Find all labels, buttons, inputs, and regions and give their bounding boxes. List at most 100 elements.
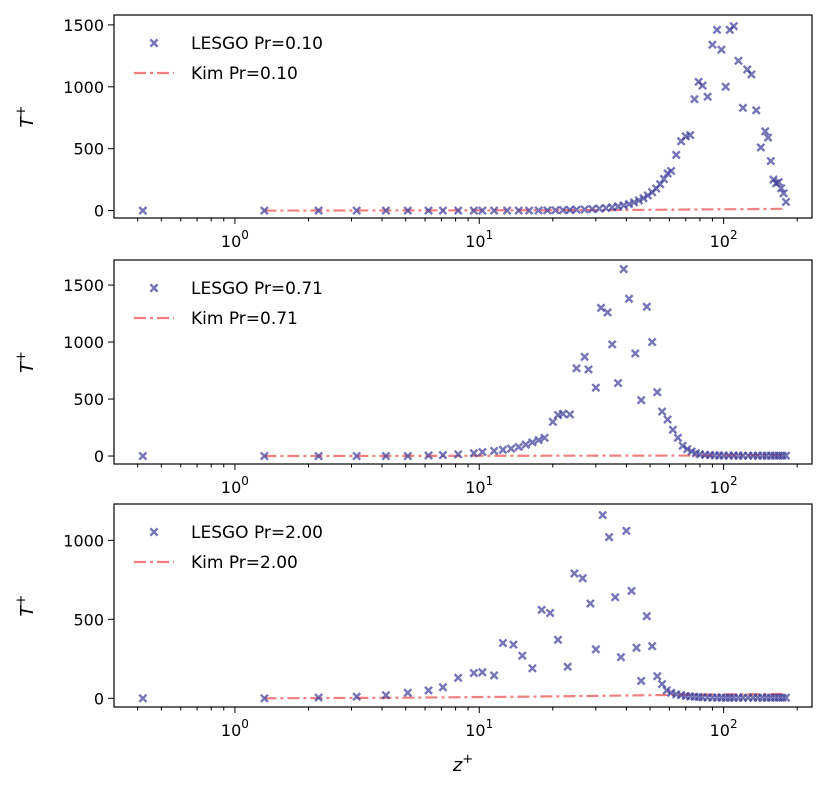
y-tick-label: 0 — [94, 447, 104, 466]
data-point-lesgo — [652, 671, 662, 681]
data-point-lesgo — [779, 188, 789, 198]
data-point-lesgo — [698, 81, 708, 91]
y-axis-label: T+ — [14, 595, 38, 617]
data-point-lesgo — [502, 206, 512, 216]
data-point-lesgo — [352, 451, 362, 461]
y-tick-label: 0 — [94, 689, 104, 708]
data-point-lesgo — [259, 451, 269, 461]
x-tick-label-base: 10 — [710, 721, 730, 740]
data-point-lesgo — [666, 166, 676, 176]
y-tick-label: 500 — [73, 610, 104, 629]
x-tick-label-base: 10 — [710, 232, 730, 251]
data-point-lesgo — [514, 442, 524, 452]
data-point-lesgo — [781, 451, 791, 461]
data-point-lesgo — [477, 667, 487, 677]
data-point-lesgo — [517, 651, 527, 661]
data-point-lesgo — [259, 206, 269, 216]
data-point-lesgo — [352, 206, 362, 216]
data-point-lesgo — [489, 670, 499, 680]
data-point-lesgo — [747, 69, 756, 79]
x-tick-label-exponent: 0 — [241, 717, 249, 731]
legend-label-kim: Kim Pr=2.00 — [191, 553, 298, 573]
x-axis-label: z+ — [452, 752, 473, 776]
data-point-lesgo — [381, 206, 391, 216]
data-point-lesgo — [381, 451, 391, 461]
data-point-lesgo — [610, 592, 620, 602]
data-point-lesgo — [563, 662, 573, 672]
x-axis-label-base: z — [452, 755, 463, 776]
x-tick-label-exponent: 2 — [730, 717, 738, 731]
x-tick-label: 102 — [710, 474, 738, 497]
x-tick-label: 101 — [465, 228, 493, 251]
x-tick-label: 100 — [221, 474, 249, 497]
data-point-lesgo — [673, 433, 683, 443]
data-point-lesgo — [438, 450, 448, 460]
data-point-lesgo — [763, 133, 773, 142]
x-tick-label: 101 — [465, 717, 493, 740]
series-line-kim — [264, 207, 787, 212]
x-tick-label-base: 10 — [710, 478, 730, 497]
data-point-lesgo — [621, 526, 631, 536]
data-point-lesgo — [548, 417, 558, 427]
data-point-lesgo — [781, 197, 791, 207]
data-point-lesgo — [521, 440, 531, 450]
data-point-lesgo — [760, 126, 770, 136]
data-point-lesgo — [314, 451, 324, 461]
data-point-lesgo — [647, 337, 657, 347]
data-point-lesgo — [685, 130, 695, 140]
legend-label-lesgo: LESGO Pr=0.10 — [191, 34, 323, 54]
data-point-lesgo — [580, 352, 590, 362]
data-point-lesgo — [545, 608, 555, 618]
x-tick-label: 100 — [221, 228, 249, 251]
data-point-lesgo — [707, 40, 717, 50]
data-point-lesgo — [469, 668, 479, 678]
data-point-lesgo — [438, 682, 448, 692]
data-point-lesgo — [624, 294, 634, 304]
data-point-lesgo — [138, 693, 148, 703]
y-axis-label-base: T — [17, 114, 38, 127]
x-tick-label-base: 10 — [465, 721, 485, 740]
data-point-lesgo — [584, 364, 593, 374]
x-tick-label: 102 — [710, 717, 738, 740]
data-point-lesgo — [774, 177, 784, 187]
data-point-lesgo — [540, 433, 549, 443]
y-tick-label: 1000 — [63, 78, 104, 97]
data-point-lesgo — [381, 690, 391, 700]
data-point-lesgo — [514, 206, 524, 216]
x-axis-label-sup: + — [462, 752, 473, 767]
data-point-lesgo — [671, 150, 681, 160]
data-point-lesgo — [729, 21, 739, 31]
data-point-lesgo — [469, 448, 479, 458]
data-point-lesgo — [403, 451, 413, 461]
data-point-lesgo — [477, 206, 487, 216]
data-point-lesgo — [616, 652, 626, 662]
data-point-lesgo — [424, 451, 433, 460]
data-point-lesgo — [756, 142, 766, 152]
data-point-lesgo — [438, 206, 448, 216]
data-point-lesgo — [489, 206, 499, 216]
data-point-lesgo — [489, 446, 499, 456]
data-point-lesgo — [259, 693, 269, 703]
data-point-lesgo — [569, 569, 579, 578]
data-point-lesgo — [604, 532, 614, 542]
data-point-lesgo — [498, 638, 508, 648]
x-tick-label-exponent: 0 — [241, 474, 249, 488]
data-point-lesgo — [642, 611, 652, 621]
data-point-lesgo — [403, 688, 413, 698]
data-point-lesgo — [572, 205, 581, 215]
data-point-lesgo — [639, 193, 648, 203]
x-tick-label-exponent: 1 — [486, 228, 494, 242]
data-point-lesgo — [703, 92, 713, 102]
legend-marker-lesgo — [149, 38, 159, 48]
x-tick-label-exponent: 2 — [730, 228, 738, 242]
x-tick-label-exponent: 1 — [486, 474, 494, 488]
plot-area-frame — [113, 14, 813, 219]
data-point-lesgo — [558, 205, 568, 215]
data-point-lesgo — [613, 378, 623, 388]
data-point-lesgo — [498, 445, 508, 455]
y-axis-label: T+ — [14, 351, 38, 373]
data-point-lesgo — [630, 349, 640, 358]
x-tick-label: 100 — [221, 717, 249, 740]
